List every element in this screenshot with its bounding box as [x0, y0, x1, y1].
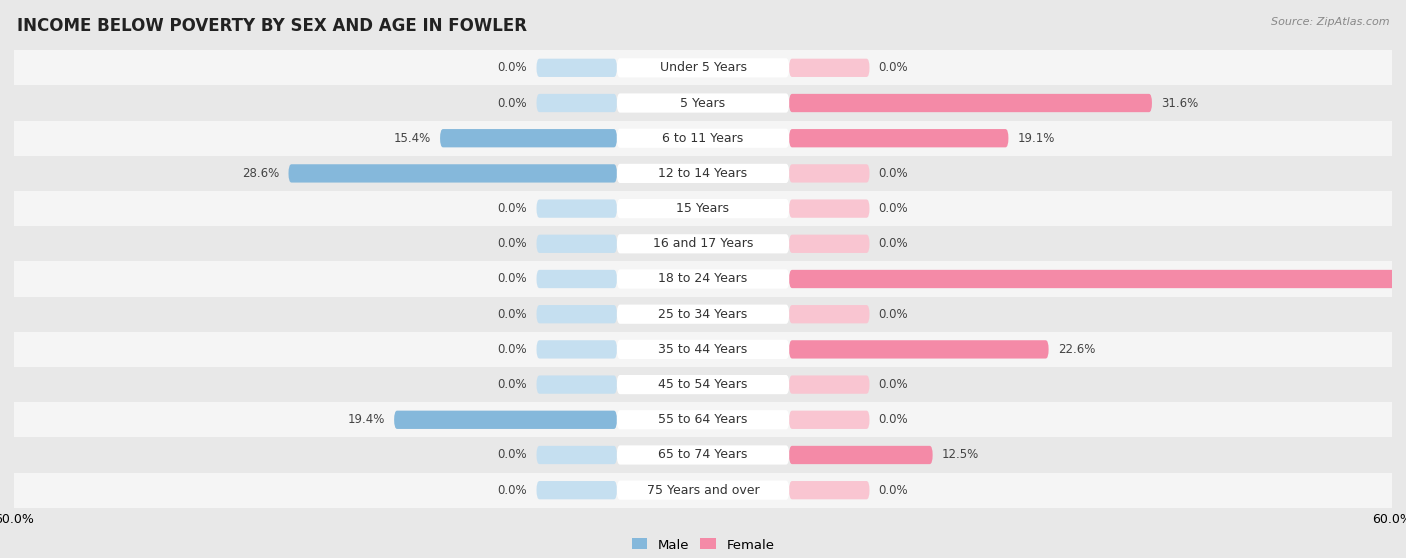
- Text: 0.0%: 0.0%: [879, 307, 908, 321]
- Bar: [14, 261, 1392, 297]
- Text: 0.0%: 0.0%: [498, 307, 527, 321]
- FancyBboxPatch shape: [617, 234, 789, 253]
- FancyBboxPatch shape: [537, 270, 617, 288]
- FancyBboxPatch shape: [617, 128, 789, 148]
- Text: 16 and 17 Years: 16 and 17 Years: [652, 237, 754, 251]
- FancyBboxPatch shape: [617, 93, 789, 113]
- FancyBboxPatch shape: [789, 376, 869, 394]
- Bar: [14, 191, 1392, 226]
- FancyBboxPatch shape: [288, 164, 617, 182]
- FancyBboxPatch shape: [617, 480, 789, 500]
- FancyBboxPatch shape: [789, 446, 932, 464]
- Bar: [14, 367, 1392, 402]
- Text: 0.0%: 0.0%: [498, 61, 527, 74]
- Bar: [14, 332, 1392, 367]
- Text: 75 Years and over: 75 Years and over: [647, 484, 759, 497]
- Bar: [14, 50, 1392, 85]
- FancyBboxPatch shape: [537, 446, 617, 464]
- Text: 0.0%: 0.0%: [879, 413, 908, 426]
- FancyBboxPatch shape: [789, 270, 1406, 288]
- Bar: [14, 156, 1392, 191]
- Text: Source: ZipAtlas.com: Source: ZipAtlas.com: [1271, 17, 1389, 27]
- FancyBboxPatch shape: [617, 270, 789, 288]
- Text: 31.6%: 31.6%: [1161, 97, 1198, 109]
- Bar: [14, 402, 1392, 437]
- FancyBboxPatch shape: [789, 164, 869, 182]
- Text: 22.6%: 22.6%: [1057, 343, 1095, 356]
- FancyBboxPatch shape: [617, 305, 789, 324]
- FancyBboxPatch shape: [789, 94, 1152, 112]
- FancyBboxPatch shape: [537, 199, 617, 218]
- Text: 0.0%: 0.0%: [879, 378, 908, 391]
- FancyBboxPatch shape: [789, 305, 869, 323]
- Text: 5 Years: 5 Years: [681, 97, 725, 109]
- FancyBboxPatch shape: [789, 340, 1049, 359]
- FancyBboxPatch shape: [537, 305, 617, 323]
- Text: 0.0%: 0.0%: [498, 484, 527, 497]
- Text: 0.0%: 0.0%: [498, 97, 527, 109]
- Text: 0.0%: 0.0%: [879, 237, 908, 251]
- FancyBboxPatch shape: [537, 376, 617, 394]
- FancyBboxPatch shape: [537, 481, 617, 499]
- Bar: [14, 226, 1392, 261]
- FancyBboxPatch shape: [789, 129, 1008, 147]
- Text: 35 to 44 Years: 35 to 44 Years: [658, 343, 748, 356]
- Text: 19.4%: 19.4%: [347, 413, 385, 426]
- Text: 0.0%: 0.0%: [498, 449, 527, 461]
- Text: 25 to 34 Years: 25 to 34 Years: [658, 307, 748, 321]
- FancyBboxPatch shape: [537, 340, 617, 359]
- Text: 0.0%: 0.0%: [498, 378, 527, 391]
- Text: 15.4%: 15.4%: [394, 132, 430, 145]
- Text: 0.0%: 0.0%: [498, 202, 527, 215]
- Text: 12 to 14 Years: 12 to 14 Years: [658, 167, 748, 180]
- Text: 12.5%: 12.5%: [942, 449, 979, 461]
- Text: 19.1%: 19.1%: [1018, 132, 1054, 145]
- Text: 0.0%: 0.0%: [879, 61, 908, 74]
- FancyBboxPatch shape: [537, 59, 617, 77]
- Bar: [14, 297, 1392, 332]
- Bar: [14, 473, 1392, 508]
- Text: INCOME BELOW POVERTY BY SEX AND AGE IN FOWLER: INCOME BELOW POVERTY BY SEX AND AGE IN F…: [17, 17, 527, 35]
- Text: 28.6%: 28.6%: [242, 167, 280, 180]
- Bar: [14, 121, 1392, 156]
- Text: 45 to 54 Years: 45 to 54 Years: [658, 378, 748, 391]
- Text: 18 to 24 Years: 18 to 24 Years: [658, 272, 748, 286]
- Text: 55 to 64 Years: 55 to 64 Years: [658, 413, 748, 426]
- FancyBboxPatch shape: [617, 375, 789, 394]
- Text: 0.0%: 0.0%: [879, 202, 908, 215]
- FancyBboxPatch shape: [617, 340, 789, 359]
- Legend: Male, Female: Male, Female: [631, 538, 775, 551]
- FancyBboxPatch shape: [789, 59, 869, 77]
- Text: 0.0%: 0.0%: [879, 484, 908, 497]
- Text: 0.0%: 0.0%: [879, 167, 908, 180]
- FancyBboxPatch shape: [537, 94, 617, 112]
- FancyBboxPatch shape: [789, 411, 869, 429]
- FancyBboxPatch shape: [617, 164, 789, 183]
- FancyBboxPatch shape: [617, 410, 789, 430]
- Text: 15 Years: 15 Years: [676, 202, 730, 215]
- FancyBboxPatch shape: [617, 445, 789, 465]
- FancyBboxPatch shape: [617, 199, 789, 218]
- Bar: [14, 85, 1392, 121]
- FancyBboxPatch shape: [537, 235, 617, 253]
- Bar: [14, 437, 1392, 473]
- Text: 0.0%: 0.0%: [498, 272, 527, 286]
- FancyBboxPatch shape: [789, 481, 869, 499]
- FancyBboxPatch shape: [394, 411, 617, 429]
- Text: 65 to 74 Years: 65 to 74 Years: [658, 449, 748, 461]
- Text: 0.0%: 0.0%: [498, 237, 527, 251]
- FancyBboxPatch shape: [789, 199, 869, 218]
- FancyBboxPatch shape: [440, 129, 617, 147]
- Text: Under 5 Years: Under 5 Years: [659, 61, 747, 74]
- FancyBboxPatch shape: [617, 58, 789, 78]
- FancyBboxPatch shape: [789, 235, 869, 253]
- Text: 0.0%: 0.0%: [498, 343, 527, 356]
- Text: 6 to 11 Years: 6 to 11 Years: [662, 132, 744, 145]
